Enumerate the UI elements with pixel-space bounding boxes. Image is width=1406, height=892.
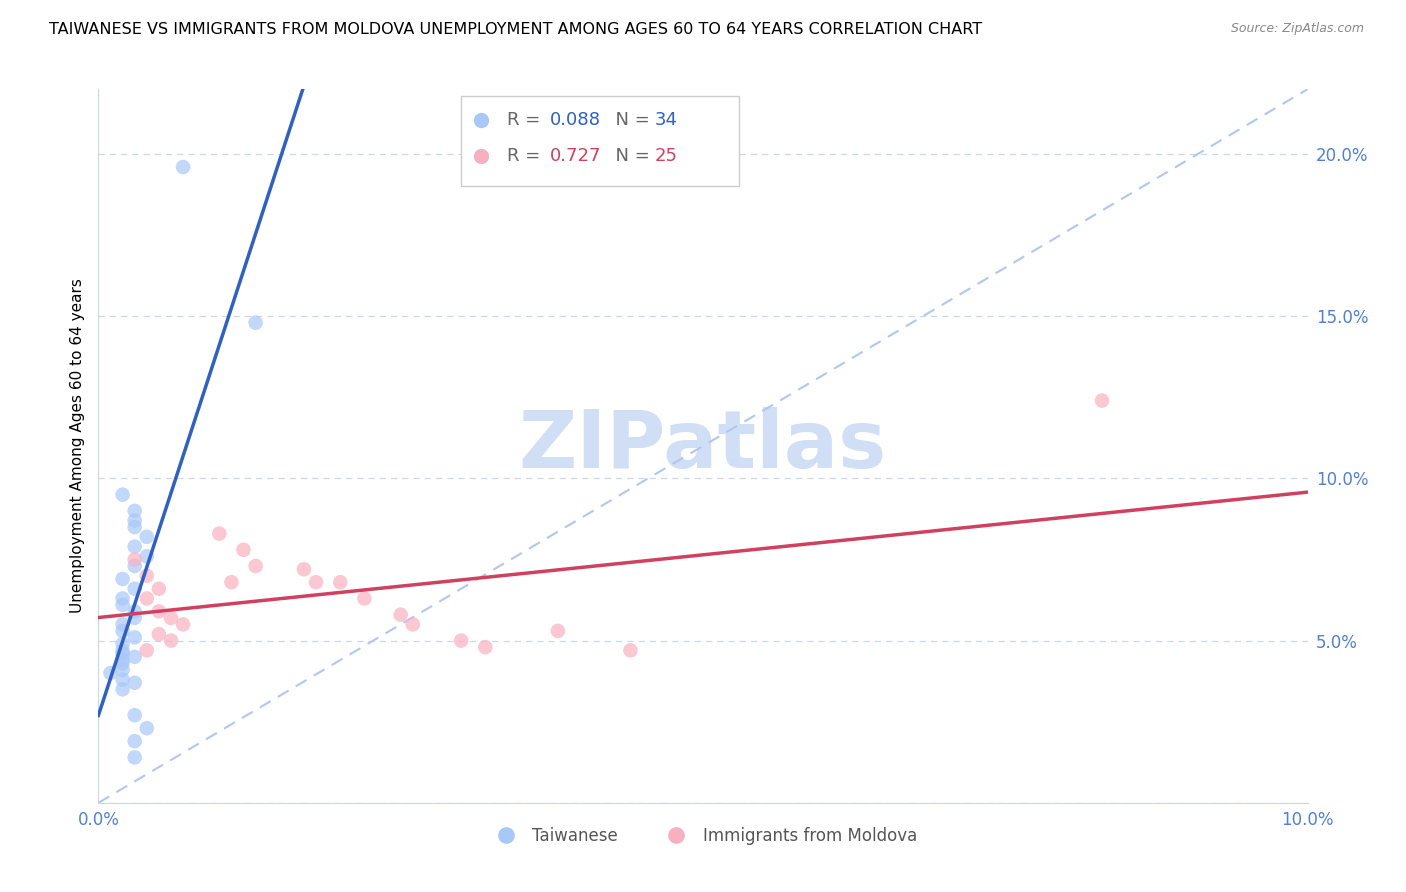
Text: 25: 25	[655, 146, 678, 164]
Point	[245, 316, 267, 330]
Point	[135, 591, 157, 606]
Point	[111, 598, 134, 612]
Point	[124, 649, 146, 664]
Point	[124, 750, 146, 764]
Point	[111, 617, 134, 632]
Point	[135, 643, 157, 657]
Point	[124, 604, 146, 618]
Point	[547, 624, 569, 638]
Point	[111, 624, 134, 638]
Text: ZIPatlas: ZIPatlas	[519, 407, 887, 485]
Point	[245, 559, 267, 574]
Point	[124, 514, 146, 528]
Y-axis label: Unemployment Among Ages 60 to 64 years: Unemployment Among Ages 60 to 64 years	[70, 278, 86, 614]
Text: 0.727: 0.727	[550, 146, 600, 164]
Point	[124, 611, 146, 625]
Point	[111, 591, 134, 606]
Point	[450, 633, 472, 648]
Point	[111, 572, 134, 586]
Point	[124, 631, 146, 645]
Point	[111, 673, 134, 687]
Point	[474, 640, 496, 654]
Point	[292, 562, 315, 576]
Legend: Taiwanese, Immigrants from Moldova: Taiwanese, Immigrants from Moldova	[482, 821, 924, 852]
Point	[111, 488, 134, 502]
Point	[111, 647, 134, 661]
Text: 0.088: 0.088	[550, 111, 600, 128]
Text: R =: R =	[508, 111, 546, 128]
Point	[1091, 393, 1114, 408]
Point	[160, 633, 183, 648]
Point	[135, 530, 157, 544]
Point	[221, 575, 243, 590]
Point	[402, 617, 425, 632]
Text: 34: 34	[655, 111, 678, 128]
Bar	[461, 96, 740, 186]
Point	[135, 721, 157, 735]
Point	[124, 734, 146, 748]
Point	[148, 582, 170, 596]
Point	[124, 582, 146, 596]
Text: N =: N =	[603, 146, 655, 164]
Point	[135, 568, 157, 582]
Point	[160, 611, 183, 625]
Point	[111, 657, 134, 671]
Point	[172, 160, 194, 174]
Point	[148, 627, 170, 641]
Point	[111, 637, 134, 651]
Text: TAIWANESE VS IMMIGRANTS FROM MOLDOVA UNEMPLOYMENT AMONG AGES 60 TO 64 YEARS CORR: TAIWANESE VS IMMIGRANTS FROM MOLDOVA UNE…	[49, 22, 983, 37]
Point	[124, 559, 146, 574]
Point	[208, 526, 231, 541]
Point	[135, 549, 157, 564]
Point	[124, 504, 146, 518]
Point	[111, 653, 134, 667]
Point	[619, 643, 641, 657]
Point	[329, 575, 352, 590]
Point	[100, 666, 122, 681]
Text: Source: ZipAtlas.com: Source: ZipAtlas.com	[1230, 22, 1364, 36]
Point	[124, 520, 146, 534]
Text: N =: N =	[603, 111, 655, 128]
Point	[111, 682, 134, 697]
Point	[148, 604, 170, 618]
Point	[124, 552, 146, 566]
Point	[389, 607, 412, 622]
Point	[124, 540, 146, 554]
Point	[353, 591, 375, 606]
Point	[305, 575, 328, 590]
Point	[124, 675, 146, 690]
Point	[124, 708, 146, 723]
Point	[172, 617, 194, 632]
Point	[232, 542, 254, 557]
Text: R =: R =	[508, 146, 546, 164]
Point	[111, 663, 134, 677]
Point	[111, 643, 134, 657]
